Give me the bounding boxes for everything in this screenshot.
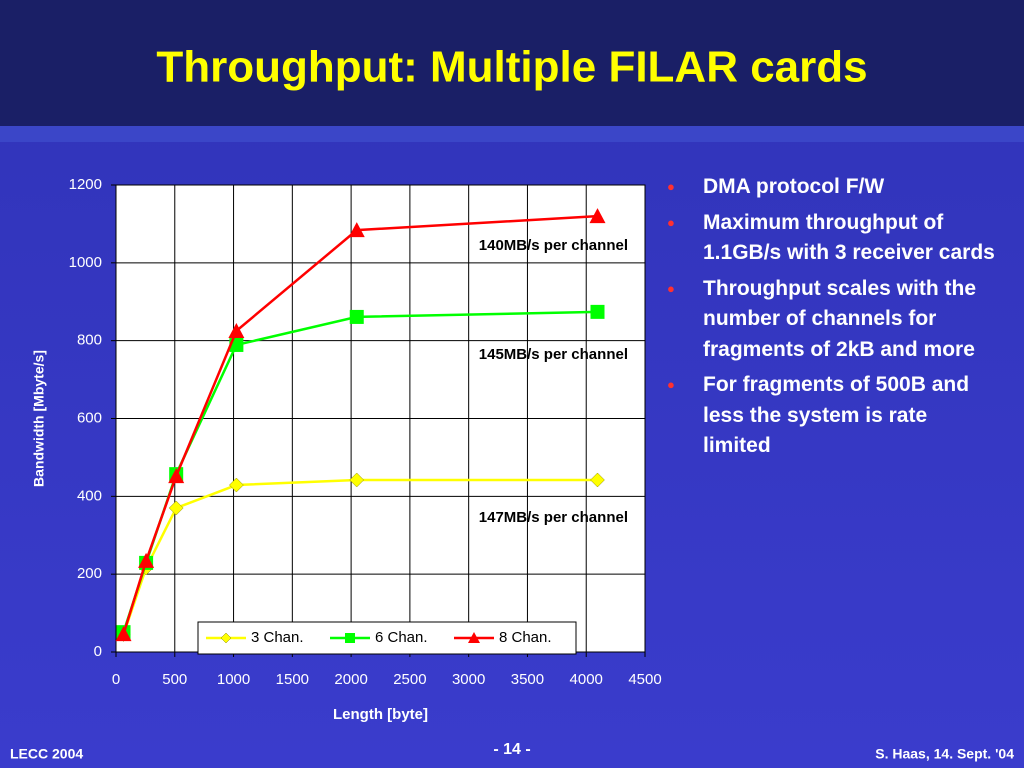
marker — [349, 472, 365, 488]
marker — [590, 304, 605, 319]
marker — [168, 500, 184, 516]
marker — [228, 322, 245, 338]
legend-label: 8 Chan. — [499, 629, 552, 646]
y-tick-label: 0 — [94, 643, 102, 660]
x-tick-label: 4000 — [570, 671, 603, 688]
x-tick-label: 2000 — [334, 671, 367, 688]
marker — [468, 632, 480, 643]
legend-label: 3 Chan. — [251, 629, 304, 646]
marker — [590, 472, 605, 488]
bullet: Throughput scales with the number of cha… — [665, 274, 995, 366]
x-tick-label: 1000 — [217, 671, 250, 688]
x-tick-label: 2500 — [393, 671, 426, 688]
series-line — [122, 214, 598, 635]
y-axis-label: Bandwidth [Mbyte/s] — [31, 350, 47, 487]
annotation: 145MB/s per channel — [479, 346, 628, 363]
marker — [138, 552, 155, 568]
x-tick-label: 3000 — [452, 671, 485, 688]
footer-right: S. Haas, 14. Sept. '04 — [875, 746, 1014, 762]
x-axis-label: Length [byte] — [333, 706, 428, 723]
bullet-list: DMA protocol F/W Maximum throughput of 1.… — [665, 172, 995, 467]
header-band — [0, 0, 1024, 126]
marker — [229, 477, 244, 493]
y-tick-label: 200 — [77, 565, 102, 582]
marker — [220, 632, 232, 644]
y-tick-label: 1000 — [69, 254, 102, 271]
y-tick-label: 400 — [77, 487, 102, 504]
legend-box — [197, 621, 577, 655]
series-line — [122, 478, 598, 635]
marker — [589, 208, 606, 224]
marker — [345, 633, 355, 643]
header-stripe — [0, 126, 1024, 142]
bullet: Maximum throughput of 1.1GB/s with 3 rec… — [665, 208, 995, 269]
y-tick-label: 600 — [77, 409, 102, 426]
x-tick-label: 500 — [162, 671, 187, 688]
legend-label: 6 Chan. — [375, 629, 428, 646]
y-tick-label: 1200 — [69, 176, 102, 193]
marker — [348, 222, 365, 238]
marker — [168, 468, 185, 484]
slide-title: Throughput: Multiple FILAR cards — [156, 43, 867, 92]
footer-left: LECC 2004 — [10, 746, 83, 762]
annotation: 140MB/s per channel — [479, 237, 628, 254]
footer-center: - 14 - — [493, 741, 530, 758]
bullet: For fragments of 500B and less the syste… — [665, 370, 995, 462]
x-tick-label: 0 — [112, 671, 120, 688]
x-tick-label: 1500 — [276, 671, 309, 688]
bullet: DMA protocol F/W — [665, 172, 995, 203]
y-tick-label: 800 — [77, 332, 102, 349]
annotation: 147MB/s per channel — [479, 509, 628, 526]
x-tick-label: 3500 — [511, 671, 544, 688]
x-tick-label: 4500 — [628, 671, 661, 688]
marker — [115, 626, 132, 642]
marker — [349, 309, 364, 324]
